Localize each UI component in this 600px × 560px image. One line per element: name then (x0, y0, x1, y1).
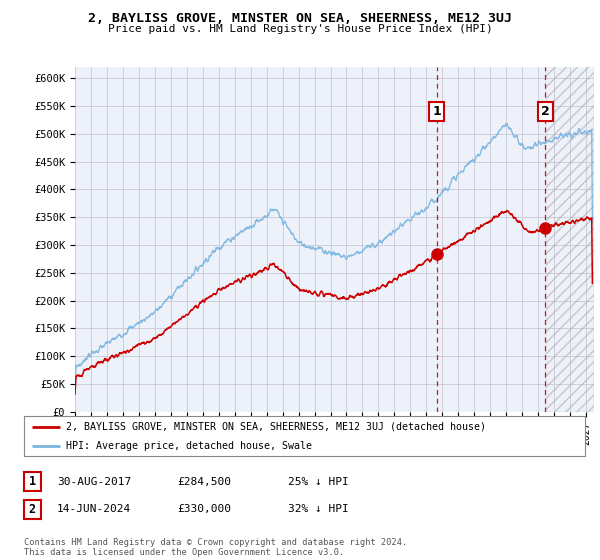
Text: 2: 2 (29, 502, 36, 516)
Text: Price paid vs. HM Land Registry's House Price Index (HPI): Price paid vs. HM Land Registry's House … (107, 24, 493, 34)
Text: 30-AUG-2017: 30-AUG-2017 (57, 477, 131, 487)
Text: 1: 1 (433, 105, 441, 118)
Text: 1: 1 (29, 475, 36, 488)
Text: 25% ↓ HPI: 25% ↓ HPI (288, 477, 349, 487)
Text: 2: 2 (541, 105, 550, 118)
Text: 14-JUN-2024: 14-JUN-2024 (57, 504, 131, 514)
Text: 2, BAYLISS GROVE, MINSTER ON SEA, SHEERNESS, ME12 3UJ: 2, BAYLISS GROVE, MINSTER ON SEA, SHEERN… (88, 12, 512, 25)
Text: 32% ↓ HPI: 32% ↓ HPI (288, 504, 349, 514)
Text: HPI: Average price, detached house, Swale: HPI: Average price, detached house, Swal… (66, 441, 312, 450)
Text: Contains HM Land Registry data © Crown copyright and database right 2024.
This d: Contains HM Land Registry data © Crown c… (24, 538, 407, 557)
Text: 2, BAYLISS GROVE, MINSTER ON SEA, SHEERNESS, ME12 3UJ (detached house): 2, BAYLISS GROVE, MINSTER ON SEA, SHEERN… (66, 422, 486, 432)
Text: £284,500: £284,500 (177, 477, 231, 487)
Text: £330,000: £330,000 (177, 504, 231, 514)
